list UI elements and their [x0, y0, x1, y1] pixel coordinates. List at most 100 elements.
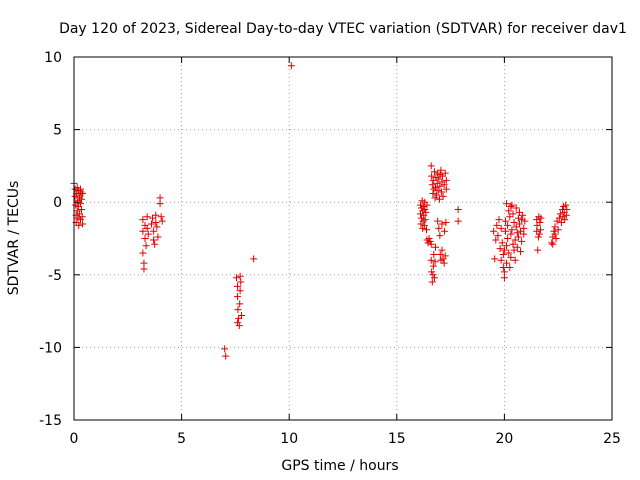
data-point-marker	[557, 219, 565, 227]
data-point-marker	[442, 185, 450, 193]
data-point-marker	[423, 201, 431, 209]
data-point-marker	[536, 219, 544, 227]
x-axis-label: GPS time / hours	[281, 458, 398, 474]
x-tick-label: 0	[70, 431, 79, 447]
data-point-marker	[498, 239, 506, 247]
data-point-marker	[442, 176, 450, 184]
data-point-marker	[431, 194, 439, 202]
data-point-marker	[518, 216, 526, 224]
data-point-marker	[499, 250, 507, 258]
data-point-marker	[550, 227, 558, 235]
y-tick-label: 10	[44, 50, 62, 66]
data-point-marker	[519, 211, 527, 219]
data-point-marker	[437, 166, 445, 174]
data-point-marker	[514, 214, 522, 222]
data-point-marker	[454, 205, 462, 213]
data-point-marker	[139, 227, 147, 235]
data-point-marker	[499, 264, 507, 272]
data-point-marker	[510, 246, 518, 254]
data-point-marker	[439, 192, 447, 200]
data-point-marker	[236, 300, 244, 308]
data-point-marker	[156, 200, 164, 208]
data-point-marker	[503, 242, 511, 250]
data-point-marker	[143, 213, 151, 221]
data-point-marker	[150, 227, 158, 235]
data-point-marker	[490, 227, 498, 235]
data-point-marker	[518, 237, 526, 245]
data-point-marker	[79, 189, 87, 197]
tick-labels: 0 5 10 15 20 25 -15 -10 -5 0 5 10	[39, 50, 621, 447]
data-point-marker	[534, 246, 542, 254]
data-point-marker	[429, 189, 437, 197]
data-point-marker	[153, 223, 161, 231]
data-point-marker	[234, 282, 242, 290]
data-point-marker	[497, 224, 505, 232]
data-point-marker	[494, 232, 502, 240]
data-point-marker	[428, 268, 436, 276]
y-tick-label: 5	[53, 123, 62, 139]
data-point-marker	[521, 217, 529, 225]
data-point-marker	[152, 219, 160, 227]
data-point-marker	[562, 201, 570, 209]
data-point-marker	[157, 213, 165, 221]
x-tick-label: 10	[280, 431, 298, 447]
data-point-marker	[76, 185, 84, 193]
data-point-marker	[236, 272, 244, 280]
data-point-marker	[440, 259, 448, 267]
data-point-marker	[250, 255, 258, 263]
data-point-marker	[501, 217, 509, 225]
data-point-marker	[438, 246, 446, 254]
data-point-marker	[139, 249, 147, 257]
data-point-marker	[434, 217, 442, 225]
data-point-marker	[549, 240, 557, 248]
y-tick-label: -10	[39, 340, 62, 356]
data-point-marker	[73, 184, 81, 192]
data-point-marker	[436, 250, 444, 258]
data-point-marker	[419, 224, 427, 232]
data-point-marker	[507, 230, 515, 238]
data-point-marker	[430, 250, 438, 258]
data-point-marker	[551, 230, 559, 238]
data-point-marker	[430, 185, 438, 193]
data-point-marker	[442, 219, 450, 227]
data-point-marker	[421, 216, 429, 224]
data-point-marker	[512, 204, 520, 212]
data-point-marker	[422, 226, 430, 234]
data-point-marker	[432, 243, 440, 251]
data-point-marker	[234, 319, 242, 327]
data-point-marker	[430, 168, 438, 176]
data-point-marker	[429, 262, 437, 270]
data-point-marker	[428, 278, 436, 286]
data-point-marker	[505, 207, 513, 215]
data-point-marker	[506, 264, 514, 272]
data-point-marker	[237, 278, 245, 286]
data-point-marker	[428, 172, 436, 180]
data-point-marker	[438, 188, 446, 196]
data-point-marker	[506, 213, 514, 221]
data-point-marker	[158, 217, 166, 225]
data-point-marker	[427, 162, 435, 170]
data-point-marker	[454, 217, 462, 225]
data-point-marker	[497, 256, 505, 264]
data-point-marker	[500, 246, 508, 254]
data-point-marker	[144, 230, 152, 238]
data-point-marker	[151, 240, 159, 248]
data-point-marker	[493, 221, 501, 229]
data-point-marker	[142, 242, 150, 250]
data-point-marker	[537, 226, 545, 234]
data-point-marker	[154, 233, 162, 241]
data-point-marker	[287, 62, 295, 70]
x-tick-label: 20	[495, 431, 513, 447]
data-point-marker	[76, 216, 84, 224]
data-point-marker	[511, 256, 519, 264]
data-point-marker	[507, 253, 515, 261]
data-point-marker	[513, 229, 521, 237]
data-point-marker	[515, 220, 523, 228]
data-point-marker	[141, 235, 149, 242]
y-axis-label: SDTVAR / TECUs	[6, 181, 22, 296]
data-point-marker	[435, 224, 443, 232]
y-tick-label: -5	[48, 268, 62, 284]
data-point-marker	[222, 352, 230, 360]
data-point-marker	[421, 205, 429, 213]
